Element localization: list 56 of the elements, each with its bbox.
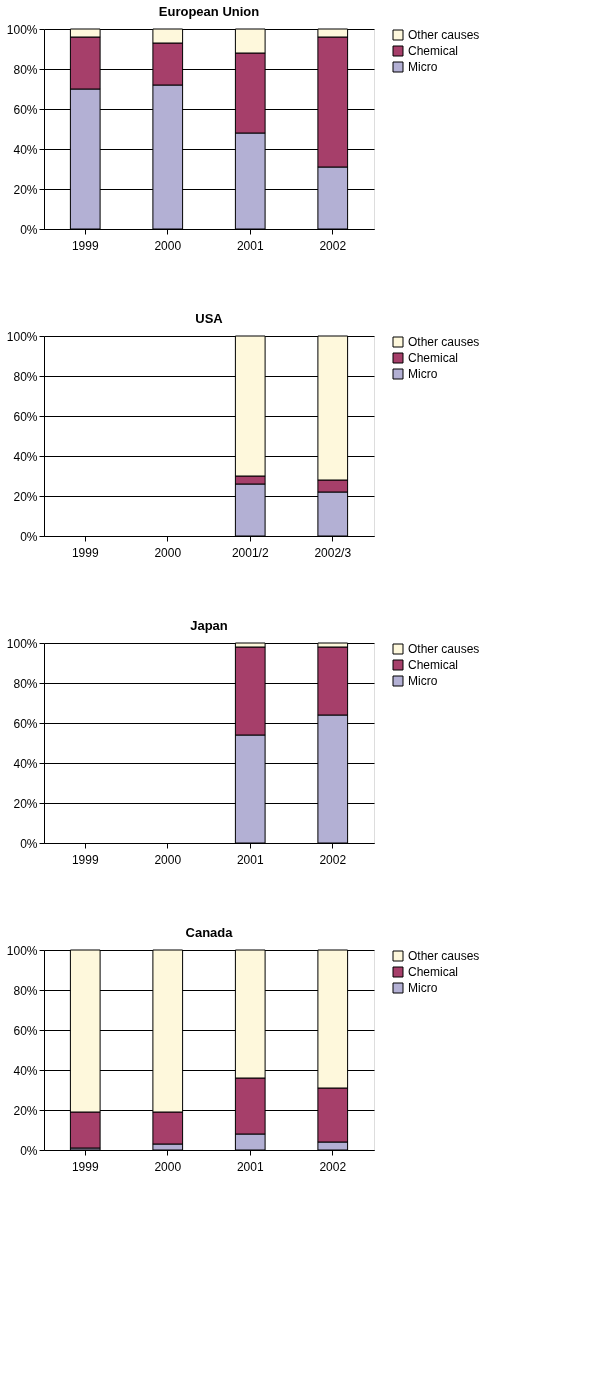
x-tick-label: 2002/3: [314, 545, 352, 560]
x-tick-label: 2001: [236, 1159, 264, 1174]
y-tick-label: 100%: [6, 22, 38, 37]
y-tick-label: 80%: [13, 62, 38, 77]
legend-label: Other causes: [408, 335, 480, 349]
x-tick-label: 2002: [319, 1159, 347, 1174]
legend-label: Other causes: [408, 949, 480, 963]
chart-title: European Union: [158, 4, 260, 19]
x-tick-label: 2001: [236, 238, 264, 253]
x-tick-label: 2002: [319, 852, 347, 867]
y-tick-label: 60%: [13, 409, 38, 424]
x-tick-label: 1999: [71, 238, 99, 253]
legend-label: Chemical: [408, 351, 459, 365]
x-tick-label: 2000: [154, 545, 182, 560]
x-tick-label: 2001/2: [231, 545, 269, 560]
y-tick-label: 0%: [20, 529, 38, 544]
y-tick-label: 100%: [6, 329, 38, 344]
y-tick-label: 100%: [6, 636, 38, 651]
y-tick-label: 100%: [6, 943, 38, 958]
y-tick-label: 0%: [20, 836, 38, 851]
legend-label: Chemical: [408, 658, 459, 672]
chart-title: Canada: [185, 925, 234, 940]
y-tick-label: 60%: [13, 1023, 38, 1038]
y-tick-label: 0%: [20, 1143, 38, 1158]
y-tick-label: 40%: [13, 1063, 38, 1078]
legend-label: Micro: [408, 981, 438, 995]
y-tick-label: 20%: [13, 489, 38, 504]
y-tick-label: 20%: [13, 182, 38, 197]
x-tick-label: 2000: [154, 238, 182, 253]
y-tick-label: 40%: [13, 142, 38, 157]
legend-label: Micro: [408, 367, 438, 381]
x-tick-label: 2000: [154, 852, 182, 867]
legend-label: Chemical: [408, 965, 459, 979]
chart-title: Japan: [190, 618, 228, 633]
y-tick-label: 80%: [13, 676, 38, 691]
y-tick-label: 0%: [20, 222, 38, 237]
y-tick-label: 80%: [13, 369, 38, 384]
legend-label: Chemical: [408, 44, 459, 58]
x-tick-label: 2001: [236, 852, 264, 867]
legend-label: Micro: [408, 60, 438, 74]
legend-label: Other causes: [408, 28, 480, 42]
legend-label: Micro: [408, 674, 438, 688]
y-tick-label: 20%: [13, 796, 38, 811]
chart-title: USA: [195, 311, 224, 326]
y-tick-label: 60%: [13, 716, 38, 731]
x-tick-label: 1999: [71, 852, 99, 867]
y-tick-label: 40%: [13, 756, 38, 771]
x-tick-label: 1999: [71, 545, 99, 560]
x-tick-label: 1999: [71, 1159, 99, 1174]
y-tick-label: 80%: [13, 983, 38, 998]
y-tick-label: 60%: [13, 102, 38, 117]
legend-label: Other causes: [408, 642, 480, 656]
y-tick-label: 40%: [13, 449, 38, 464]
x-tick-label: 2002: [319, 238, 347, 253]
x-tick-label: 2000: [154, 1159, 182, 1174]
y-tick-label: 20%: [13, 1103, 38, 1118]
